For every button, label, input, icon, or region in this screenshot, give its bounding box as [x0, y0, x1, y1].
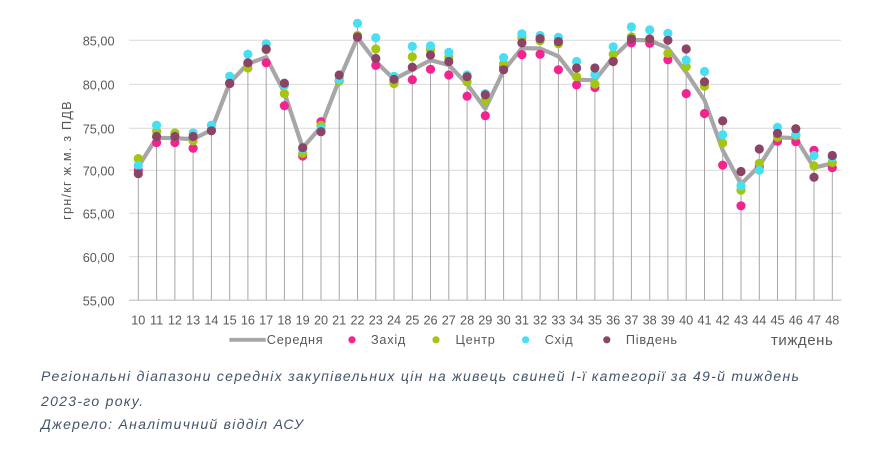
svg-text:Центр: Центр	[456, 333, 496, 347]
svg-text:18: 18	[277, 313, 291, 327]
svg-text:41: 41	[697, 313, 711, 327]
svg-text:80,00: 80,00	[83, 79, 115, 93]
svg-text:35: 35	[588, 313, 602, 327]
svg-text:тиждень: тиждень	[771, 332, 833, 349]
svg-text:15: 15	[223, 313, 237, 327]
svg-text:28: 28	[460, 313, 474, 327]
svg-text:85,00: 85,00	[83, 35, 115, 49]
svg-text:37: 37	[624, 313, 638, 327]
svg-text:Схід: Схід	[545, 333, 574, 347]
svg-text:Захід: Захід	[371, 333, 406, 347]
svg-text:34: 34	[570, 313, 584, 327]
svg-text:22: 22	[350, 313, 364, 327]
svg-text:39: 39	[661, 313, 675, 327]
svg-text:60,00: 60,00	[83, 251, 115, 265]
svg-text:11: 11	[150, 313, 163, 327]
svg-text:19: 19	[296, 313, 310, 327]
svg-text:46: 46	[789, 313, 803, 327]
svg-text:27: 27	[442, 313, 456, 327]
svg-text:13: 13	[186, 313, 200, 327]
svg-text:12: 12	[168, 313, 182, 327]
svg-text:44: 44	[752, 313, 766, 327]
svg-text:23: 23	[369, 313, 383, 327]
svg-text:16: 16	[241, 313, 255, 327]
svg-text:31: 31	[515, 313, 529, 327]
svg-text:25: 25	[405, 313, 419, 327]
svg-text:48: 48	[825, 313, 839, 327]
svg-text:17: 17	[259, 313, 273, 327]
svg-text:26: 26	[423, 313, 437, 327]
svg-text:75,00: 75,00	[83, 122, 115, 136]
svg-text:24: 24	[387, 313, 401, 327]
svg-text:55,00: 55,00	[83, 294, 115, 308]
svg-text:Середня: Середня	[267, 333, 324, 347]
svg-text:43: 43	[734, 313, 748, 327]
svg-text:32: 32	[533, 313, 547, 327]
svg-text:47: 47	[807, 313, 821, 327]
svg-text:21: 21	[332, 313, 346, 327]
svg-text:10: 10	[131, 313, 145, 327]
svg-text:36: 36	[606, 313, 620, 327]
svg-text:33: 33	[551, 313, 565, 327]
svg-text:30: 30	[497, 313, 511, 327]
svg-text:40: 40	[679, 313, 693, 327]
svg-text:42: 42	[716, 313, 730, 327]
svg-text:70,00: 70,00	[83, 165, 115, 179]
svg-text:45: 45	[770, 313, 784, 327]
svg-text:Південь: Південь	[626, 333, 678, 347]
svg-text:65,00: 65,00	[83, 207, 115, 221]
svg-text:грн/кг ж.м. з ПДВ: грн/кг ж.м. з ПДВ	[60, 100, 74, 220]
svg-text:20: 20	[314, 313, 328, 327]
svg-text:14: 14	[204, 313, 218, 327]
svg-text:29: 29	[478, 313, 492, 327]
svg-text:38: 38	[643, 313, 657, 327]
